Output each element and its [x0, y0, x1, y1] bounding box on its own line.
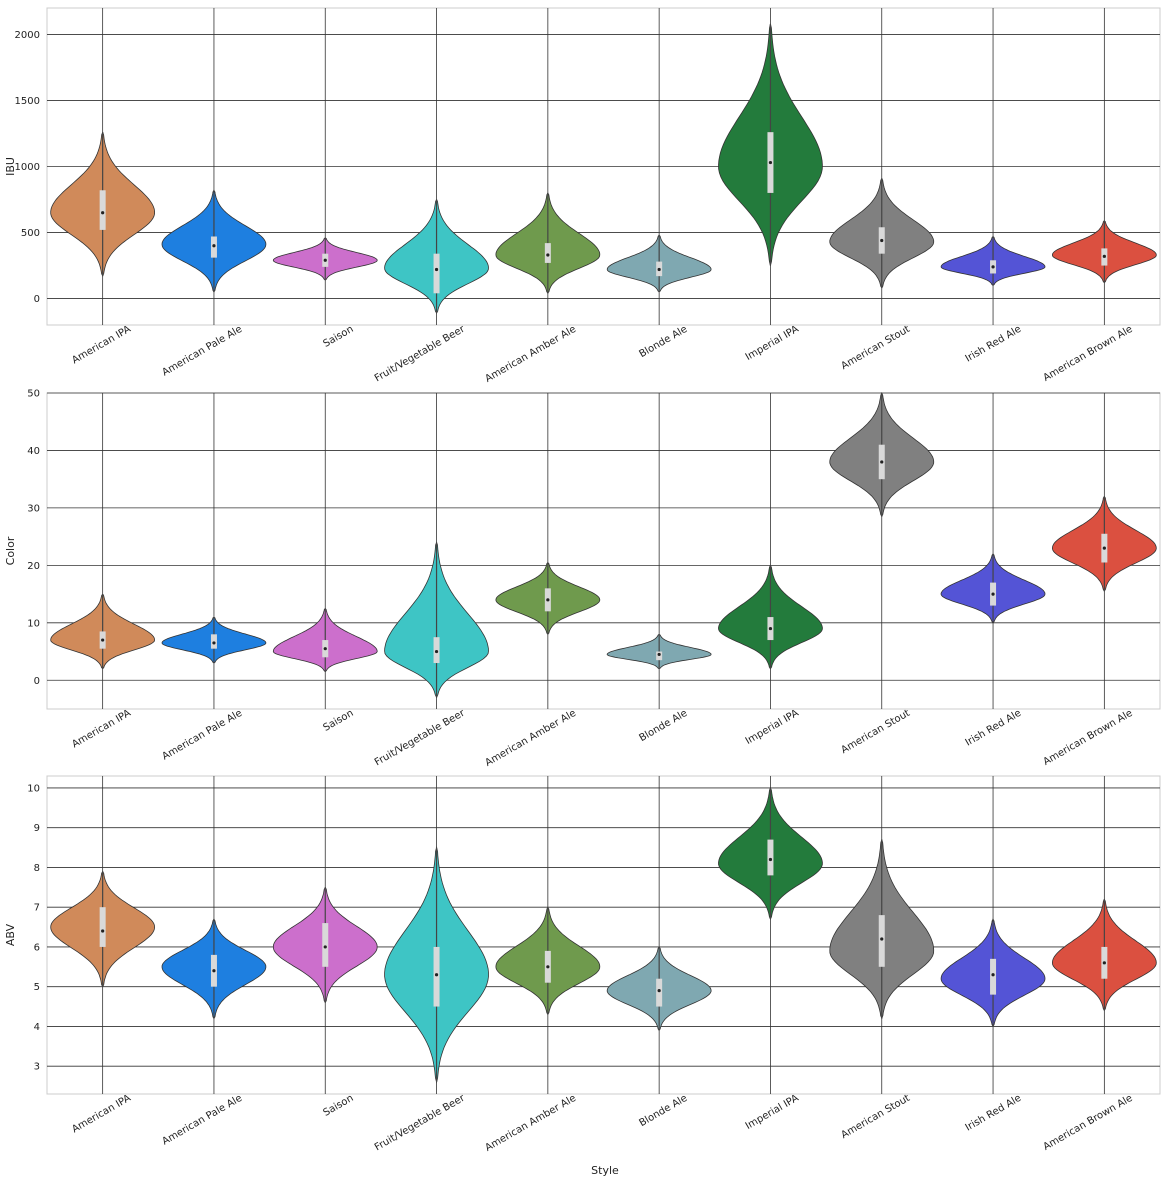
violin-median-point — [657, 989, 661, 993]
violin-median-point — [546, 965, 550, 969]
violin-median-point — [991, 592, 995, 596]
x-tick-label: Blonde Ale — [637, 324, 689, 360]
violin-median-point — [880, 937, 884, 941]
violin-median-point — [212, 641, 216, 645]
x-tick-label: Saison — [321, 1093, 355, 1119]
violin-median-point — [434, 649, 439, 654]
violin-median-point — [101, 638, 105, 642]
y-tick-label: 7 — [34, 903, 40, 914]
violin-median-point — [323, 647, 327, 651]
x-tick-label: American Stout — [839, 1093, 912, 1141]
x-tick-label: American Pale Ale — [160, 1093, 244, 1148]
violin-iqr-box — [99, 190, 106, 230]
x-tick-label: American Pale Ale — [160, 708, 244, 763]
y-tick-label: 2000 — [15, 30, 40, 41]
violin-median-point — [434, 973, 439, 977]
y-tick-label: 4 — [34, 1022, 40, 1033]
y-tick-label: 5 — [34, 982, 40, 993]
x-tick-label: American Stout — [839, 708, 912, 756]
violin-median-point — [546, 598, 550, 602]
plot-area — [46, 392, 1161, 710]
violin-median-point — [768, 626, 773, 631]
x-tick-label: Fruit/Vegetable Beer — [373, 323, 468, 384]
y-tick-label: 9 — [34, 823, 40, 834]
x-tick-label: Irish Red Ale — [964, 324, 1024, 365]
violin-median-point — [212, 244, 216, 248]
y-tick-label: 0 — [34, 676, 40, 687]
x-tick-label: Blonde Ale — [637, 1093, 689, 1129]
y-tick-label: 50 — [27, 389, 40, 400]
violin-iqr-box — [322, 923, 329, 967]
x-tick-label: Fruit/Vegetable Beer — [373, 707, 468, 768]
x-tick-label: American Stout — [839, 324, 912, 372]
violin-median-point — [101, 211, 105, 215]
x-tick-label: Fruit/Vegetable Beer — [373, 1092, 468, 1153]
violin-median-point — [546, 253, 550, 257]
violin-iqr-box — [433, 253, 440, 294]
violin-median-point — [1102, 254, 1106, 258]
y-tick-label: 500 — [21, 228, 40, 239]
x-tick-label: Imperial IPA — [744, 324, 801, 363]
subplot-3: 3 4 5 6 7 8 9 10 ABV American IPA American Pale Al… — [4, 775, 1161, 1154]
y-tick-label: 6 — [34, 942, 40, 953]
x-tick-label: American Amber Ale — [483, 324, 578, 385]
x-tick-label: American Pale Ale — [160, 324, 244, 379]
violin-median-point — [768, 857, 773, 862]
x-tick-label: Blonde Ale — [637, 708, 689, 744]
y-tick-label: 1000 — [15, 162, 40, 173]
y-axis-label: ABV — [4, 923, 17, 946]
x-tick-label: Saison — [321, 324, 355, 350]
violin-median-point — [880, 238, 884, 243]
y-axis-label: Color — [4, 536, 17, 565]
y-tick-label: 8 — [34, 863, 40, 874]
violin-iqr-box — [767, 839, 774, 876]
subplot-1: 0 500 1000 1500 2000 IBU American IPA American … — [4, 7, 1161, 385]
violin-median-point — [1102, 961, 1106, 965]
violin-median-point — [880, 460, 884, 464]
x-tick-label: American Brown Ale — [1041, 1093, 1134, 1153]
violin-median-point — [991, 265, 995, 269]
x-tick-label: Imperial IPA — [744, 1093, 801, 1132]
x-tick-label: American IPA — [70, 324, 133, 367]
violin-median-point — [657, 652, 661, 657]
violin-median-point — [434, 267, 439, 272]
violin-median-point — [991, 973, 995, 977]
y-tick-label: 0 — [34, 294, 40, 305]
violin-median-point — [101, 929, 105, 933]
x-tick-label: American IPA — [70, 708, 133, 751]
violin-iqr-box — [878, 915, 885, 967]
y-tick-label: 10 — [27, 783, 40, 794]
violin-iqr-box — [433, 946, 440, 1007]
y-axis-label: IBU — [4, 157, 17, 176]
violin-iqr-box — [544, 243, 551, 263]
y-tick-label: 40 — [27, 446, 40, 457]
violin-iqr-box — [990, 958, 997, 995]
figure-xlabel: Style — [591, 1164, 619, 1177]
y-tick-label: 10 — [27, 618, 40, 629]
y-tick-label: 20 — [27, 561, 40, 572]
x-tick-label: American Brown Ale — [1041, 708, 1134, 768]
x-tick-label: Saison — [321, 708, 355, 734]
subplot-2: 0 10 20 30 40 50 Color American IPA American Pal… — [4, 389, 1161, 769]
y-tick-label: 30 — [27, 503, 40, 514]
violin-median-point — [323, 258, 327, 262]
x-tick-label: Irish Red Ale — [964, 708, 1024, 749]
y-tick-label: 3 — [34, 1062, 40, 1073]
violin-median-point — [768, 160, 773, 165]
violin-iqr-box — [656, 978, 663, 1007]
violin-median-point — [1102, 546, 1106, 550]
x-tick-label: American Amber Ale — [483, 1093, 578, 1154]
y-tick-label: 1500 — [15, 96, 40, 107]
x-tick-label: American Amber Ale — [483, 708, 578, 769]
x-tick-label: American IPA — [70, 1093, 133, 1136]
violin-median-point — [323, 945, 327, 949]
violin-median-point — [212, 969, 216, 973]
x-tick-label: American Brown Ale — [1041, 324, 1134, 384]
violin-iqr-box — [99, 907, 106, 947]
plot-area — [46, 775, 1161, 1095]
x-tick-label: Imperial IPA — [744, 708, 801, 747]
violin-median-point — [657, 267, 661, 272]
x-tick-label: Irish Red Ale — [964, 1093, 1024, 1134]
